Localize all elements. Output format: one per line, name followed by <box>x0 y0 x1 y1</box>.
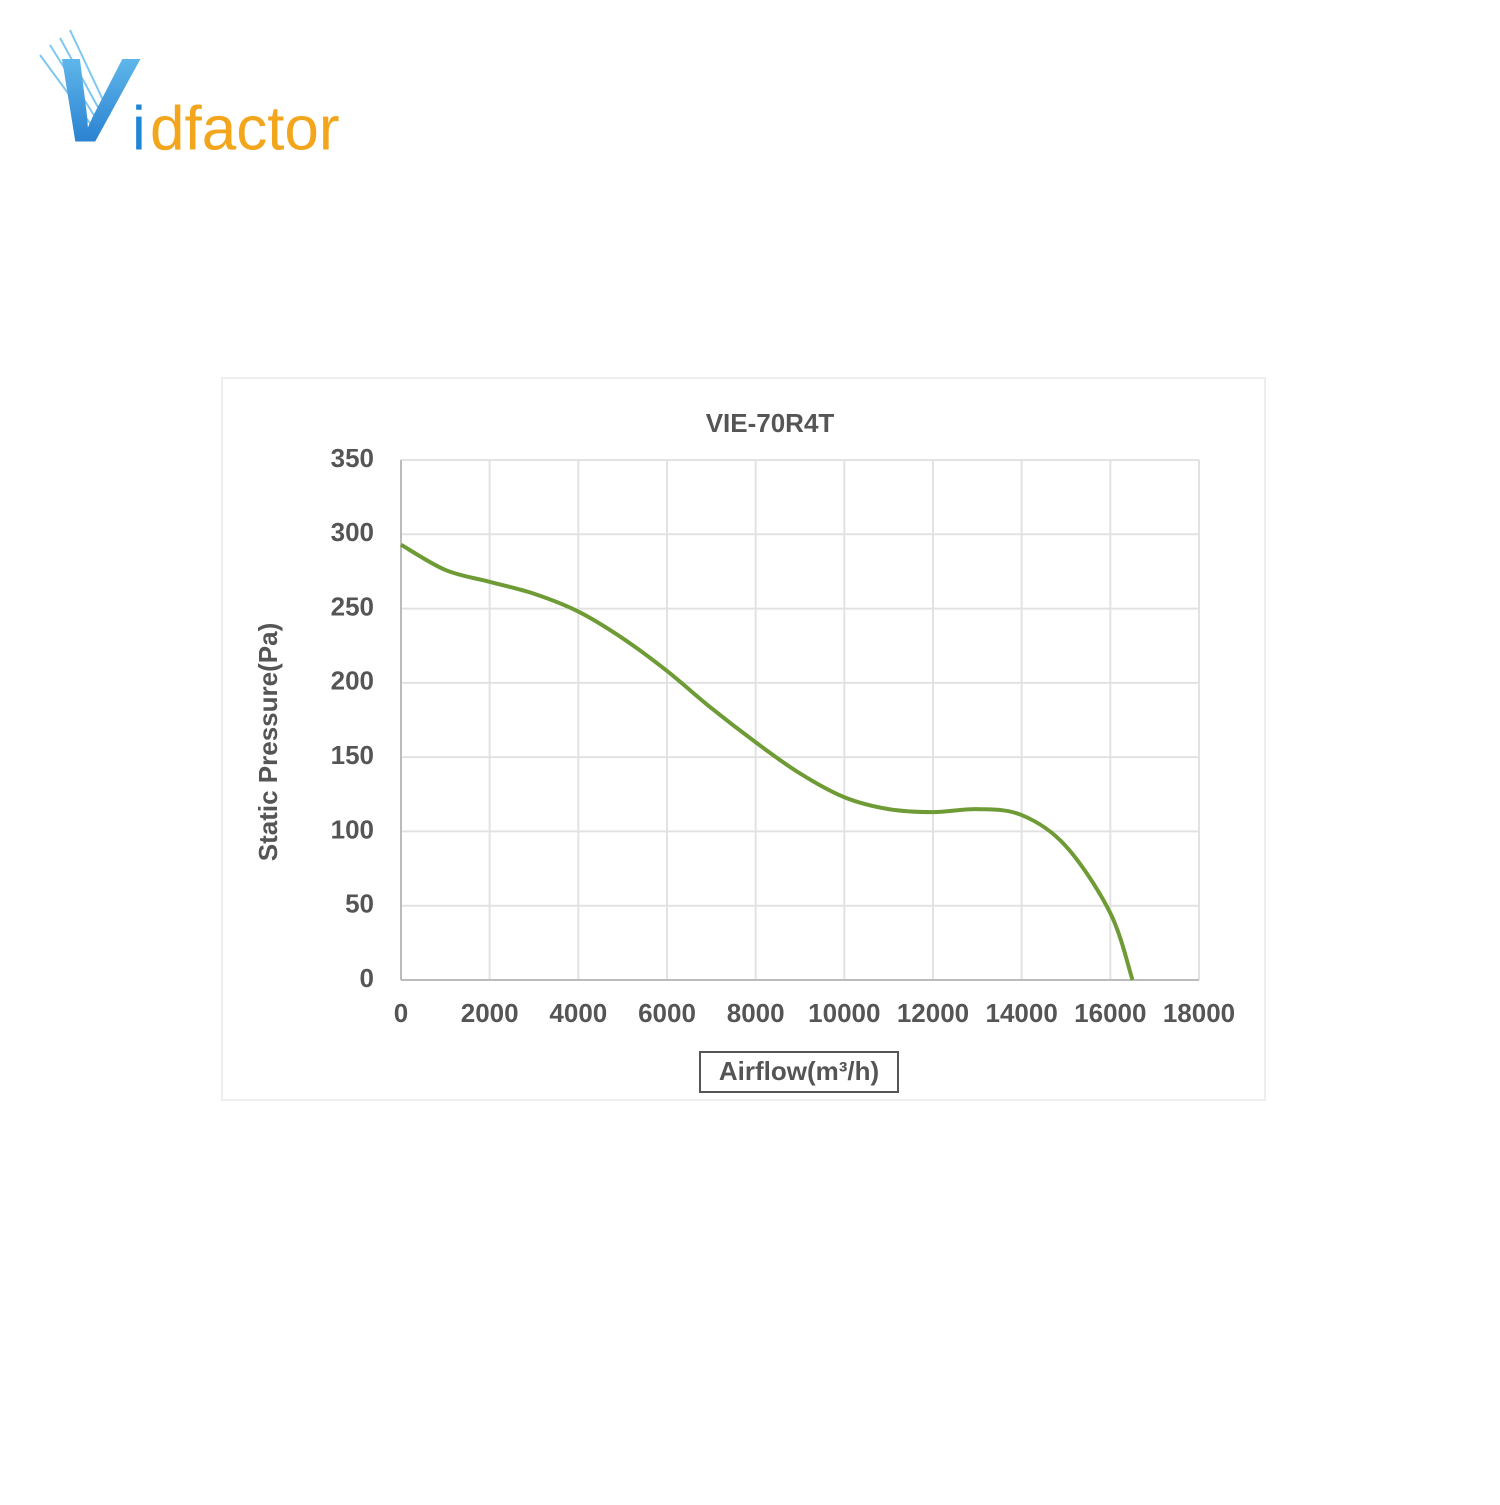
x-axis-label: Airflow(m³/h) <box>719 1056 879 1086</box>
logo-initial: V <box>52 34 141 168</box>
logo-feathers <box>39 29 111 131</box>
y-tick-label: 0 <box>360 963 374 993</box>
y-tick-label: 100 <box>331 814 374 844</box>
y-tick-label: 150 <box>331 740 374 770</box>
chart-title: VIE-70R4T <box>706 408 835 438</box>
y-tick-label: 50 <box>345 889 374 919</box>
x-tick-label: 0 <box>394 998 408 1028</box>
x-tick-label: 14000 <box>986 998 1058 1028</box>
y-axis-label: Static Pressure(Pa) <box>253 623 283 861</box>
chart-frame <box>221 377 1266 1101</box>
x-tick-label: 12000 <box>897 998 969 1028</box>
logo-i: i <box>132 94 146 163</box>
x-tick-label: 16000 <box>1074 998 1146 1028</box>
y-tick-label: 250 <box>331 591 374 621</box>
x-tick-label: 6000 <box>638 998 696 1028</box>
x-tick-label: 18000 <box>1163 998 1235 1028</box>
logo: V i dfactor <box>39 29 340 168</box>
y-tick-label: 300 <box>331 517 374 547</box>
x-tick-label: 8000 <box>727 998 785 1028</box>
x-tick-label: 2000 <box>461 998 519 1028</box>
y-tick-label: 350 <box>331 443 374 473</box>
logo-rest: dfactor <box>150 94 340 163</box>
x-tick-label: 4000 <box>549 998 607 1028</box>
x-label-box <box>699 1051 899 1093</box>
x-tick-label: 10000 <box>808 998 880 1028</box>
series-line <box>399 542 1135 981</box>
y-tick-label: 200 <box>331 666 374 696</box>
